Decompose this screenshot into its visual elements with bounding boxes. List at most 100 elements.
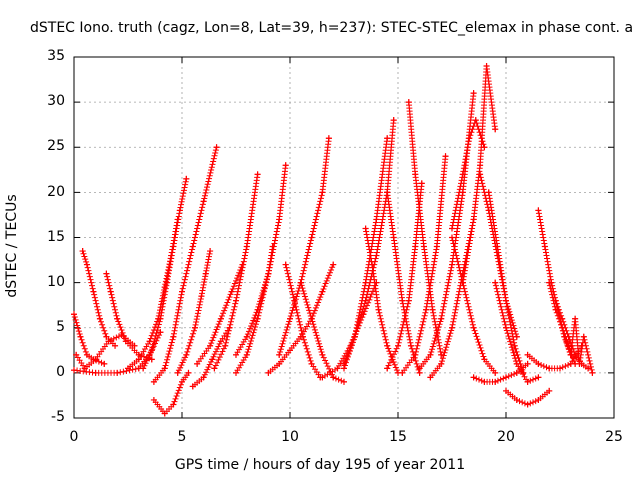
data-point: [319, 351, 326, 358]
y-tick-label: 10: [47, 274, 65, 290]
data-point: [427, 374, 434, 381]
data-point: [546, 279, 553, 286]
data-point: [470, 216, 477, 223]
data-point: [412, 171, 419, 178]
data-point: [524, 378, 531, 385]
series-arc18: [282, 261, 324, 381]
data-point: [438, 315, 445, 322]
data-point: [209, 356, 216, 363]
data-point: [459, 171, 466, 178]
data-point: [155, 315, 162, 322]
data-point: [319, 189, 326, 196]
data-point: [541, 243, 548, 250]
data-point: [200, 198, 207, 205]
data-point: [390, 117, 397, 124]
data-point: [282, 261, 289, 268]
data-point: [276, 351, 283, 358]
data-point: [330, 374, 337, 381]
data-point: [140, 365, 147, 372]
data-point: [191, 324, 198, 331]
x-tick-label: 5: [177, 429, 187, 445]
data-point: [492, 126, 499, 133]
data-point: [535, 374, 542, 381]
axis-ticks: [73, 56, 615, 419]
data-point: [535, 207, 542, 214]
data-series: [71, 63, 596, 417]
data-point: [71, 311, 77, 318]
data-point: [308, 234, 315, 241]
data-point: [148, 356, 155, 363]
series-arc30: [449, 117, 488, 232]
data-point: [470, 374, 477, 381]
data-point: [265, 270, 272, 277]
series-arc25: [384, 180, 425, 372]
data-point: [222, 342, 229, 349]
data-point: [207, 342, 214, 349]
data-point: [228, 288, 235, 295]
data-point: [319, 374, 326, 381]
data-point: [170, 333, 177, 340]
data-point: [176, 207, 183, 214]
data-point: [161, 365, 168, 372]
data-point: [470, 324, 477, 331]
y-axis-label: dSTEC / TECUs: [4, 194, 20, 298]
data-point: [513, 360, 520, 367]
data-point: [194, 360, 201, 367]
data-point: [449, 234, 455, 241]
data-point: [170, 401, 177, 408]
data-point: [174, 216, 181, 223]
data-point: [291, 297, 298, 304]
data-point: [239, 261, 246, 268]
data-point: [118, 331, 125, 338]
data-point: [535, 360, 542, 367]
data-point: [546, 365, 553, 372]
data-point: [202, 270, 209, 277]
data-point: [92, 356, 99, 363]
series-arc42: [563, 315, 596, 376]
data-point: [157, 329, 164, 336]
y-tick-label: 30: [47, 93, 65, 109]
data-point: [384, 189, 391, 196]
series-arc31: [449, 234, 499, 376]
data-point: [308, 315, 315, 322]
data-point: [161, 410, 168, 417]
data-point: [494, 243, 501, 250]
series-arc09: [125, 216, 181, 372]
data-point: [319, 288, 326, 295]
series-arc10: [174, 248, 214, 376]
data-point: [481, 378, 488, 385]
data-point: [362, 225, 369, 232]
data-point: [276, 360, 283, 367]
y-tick-label: 5: [56, 319, 65, 335]
data-point: [557, 365, 563, 372]
data-point: [341, 378, 347, 385]
data-point: [114, 315, 121, 322]
data-point: [427, 351, 434, 358]
data-point: [299, 333, 306, 340]
data-point: [254, 306, 261, 313]
data-point: [269, 243, 276, 250]
data-point: [103, 270, 110, 277]
data-point: [107, 288, 114, 295]
data-point: [483, 63, 490, 70]
data-point: [405, 99, 412, 106]
x-tick-label: 15: [389, 429, 407, 445]
data-point: [373, 252, 380, 259]
data-point: [399, 369, 406, 376]
series-arc36: [503, 387, 553, 408]
data-point: [71, 367, 77, 374]
data-point: [407, 342, 414, 349]
data-point: [185, 369, 192, 376]
data-point: [150, 378, 157, 385]
data-point: [477, 162, 484, 169]
data-point: [362, 297, 369, 304]
data-point: [96, 315, 103, 322]
data-point: [325, 135, 332, 142]
data-point: [189, 383, 196, 390]
data-point: [254, 171, 261, 178]
data-point: [535, 396, 542, 403]
data-point: [503, 297, 509, 304]
data-point: [198, 293, 205, 300]
data-point: [412, 351, 419, 358]
